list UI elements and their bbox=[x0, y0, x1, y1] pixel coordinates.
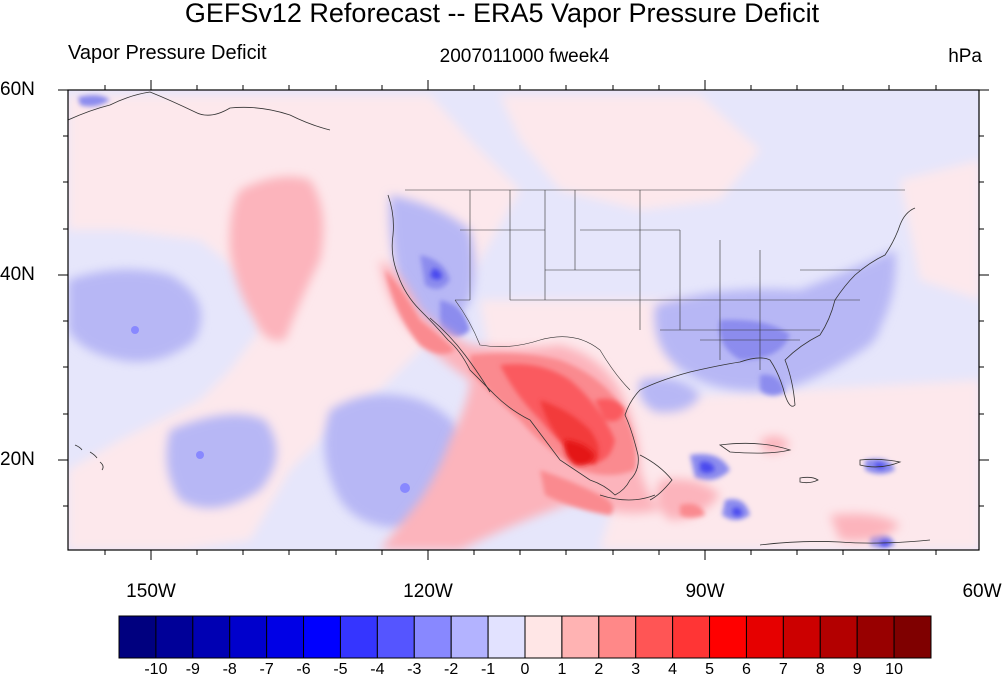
data-field bbox=[68, 90, 979, 550]
colorbar-tick-label: -10 bbox=[144, 661, 168, 678]
lat-label-60n: 60N bbox=[0, 79, 35, 100]
colorbar-swatch bbox=[709, 615, 747, 659]
colorbar-tick-label: -6 bbox=[296, 661, 311, 678]
colorbar-swatch bbox=[524, 615, 563, 659]
coastlines bbox=[68, 91, 931, 546]
colorbar-tick-label: 4 bbox=[668, 661, 678, 678]
lon-label-60w: 60W bbox=[962, 581, 1002, 602]
colorbar-swatch bbox=[450, 615, 489, 659]
colorbar-swatch bbox=[561, 615, 600, 659]
lat-label-40n: 40N bbox=[0, 264, 35, 285]
colorbar-swatch bbox=[192, 615, 231, 659]
main-title: GEFSv12 Reforecast -- ERA5 Vapor Pressur… bbox=[184, 0, 820, 28]
colorbar-tick-label: 0 bbox=[520, 661, 530, 678]
colorbar-swatch bbox=[893, 615, 932, 659]
colorbar-swatch bbox=[266, 615, 305, 659]
colorbar-swatch bbox=[782, 615, 821, 659]
colorbar-swatch bbox=[487, 615, 526, 659]
colorbar-swatch bbox=[376, 615, 415, 659]
units-label: hPa bbox=[948, 46, 982, 67]
colorbar-tick-label: -5 bbox=[333, 661, 348, 678]
date-label: 2007011000 fweek4 bbox=[439, 46, 610, 67]
colorbar-tick-label: 2 bbox=[594, 661, 604, 678]
colorbar-tick-label: -1 bbox=[480, 661, 496, 678]
colorbar-tick-label: 7 bbox=[778, 661, 788, 678]
colorbar-swatch bbox=[229, 615, 268, 659]
colorbar-tick-label: -3 bbox=[407, 661, 422, 678]
lon-label-150w: 150W bbox=[126, 581, 176, 602]
map-frame bbox=[67, 89, 980, 551]
lon-label-120w: 120W bbox=[403, 581, 453, 602]
colorbar-tick-label: 3 bbox=[631, 661, 641, 678]
variable-label: Vapor Pressure Deficit bbox=[68, 42, 267, 64]
colorbar-swatch bbox=[745, 615, 784, 659]
colorbar-swatch bbox=[155, 615, 194, 659]
colorbar-swatch bbox=[598, 615, 637, 659]
lat-label-20n: 20N bbox=[0, 449, 35, 470]
colorbar-tick-label: 5 bbox=[705, 661, 714, 678]
colorbar-swatch bbox=[303, 615, 341, 659]
colorbar-swatch bbox=[413, 615, 452, 659]
axis-ticks bbox=[58, 80, 989, 560]
state-borders bbox=[405, 189, 905, 391]
colorbar-tick-label: 8 bbox=[815, 661, 825, 678]
colorbar-tick-label: -8 bbox=[222, 661, 237, 678]
colorbar-tick-label: 9 bbox=[852, 661, 862, 678]
colorbar-tick-label: -4 bbox=[370, 661, 385, 678]
colorbar-tick-label: -9 bbox=[185, 661, 200, 678]
colorbar-tick-label: -2 bbox=[444, 661, 459, 678]
colorbar-tick-label: -7 bbox=[259, 661, 274, 678]
colorbar-swatch bbox=[118, 615, 157, 659]
colorbar-swatch bbox=[856, 615, 895, 659]
colorbar-swatch bbox=[672, 615, 711, 659]
colorbar-tick-label: 1 bbox=[557, 661, 567, 678]
colorbar-tick-label: 6 bbox=[742, 661, 751, 678]
colorbar-swatch bbox=[819, 615, 858, 659]
colorbar-swatch bbox=[635, 615, 674, 659]
colorbar-tick-label: 10 bbox=[885, 661, 903, 678]
colorbar-swatch bbox=[339, 615, 378, 659]
lon-label-90w: 90W bbox=[685, 581, 725, 602]
